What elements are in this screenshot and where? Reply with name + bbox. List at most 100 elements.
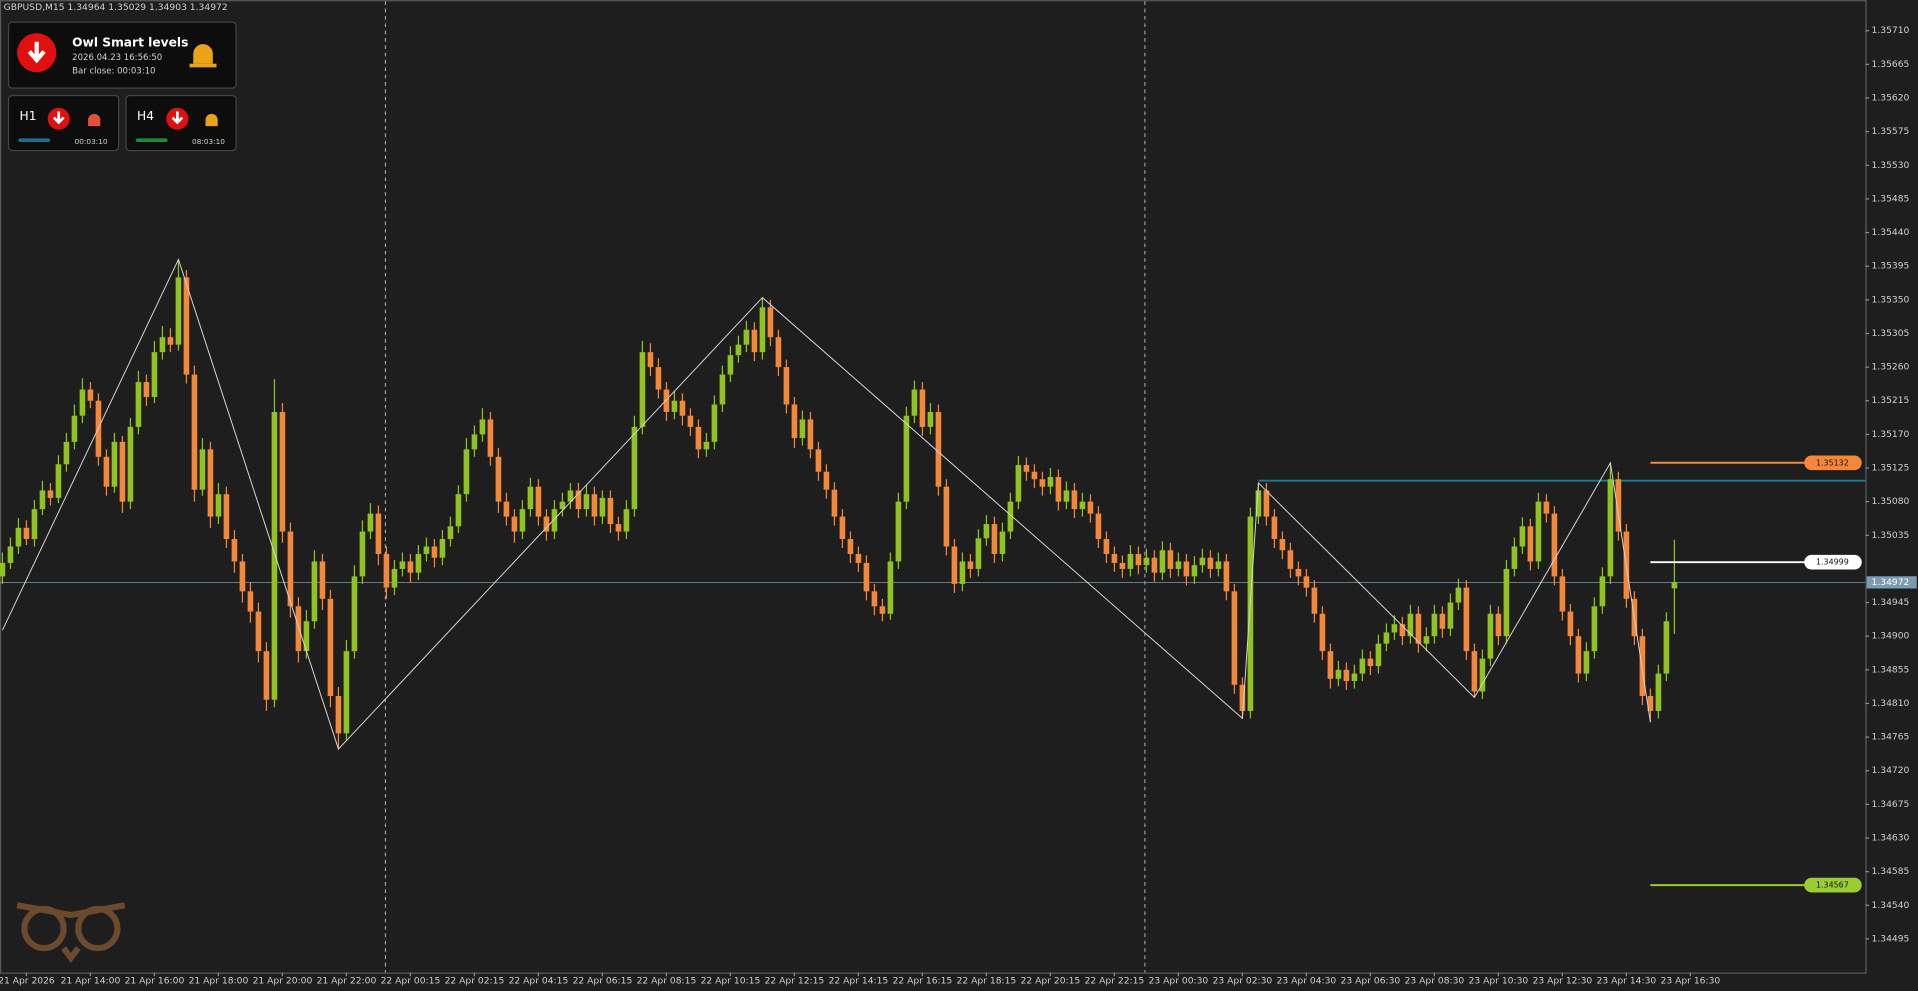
x-tick-label: 22 Apr 12:15 — [765, 976, 825, 987]
candle-body — [1175, 561, 1182, 569]
candle-body — [1135, 553, 1142, 566]
y-tick-label: 1.34720 — [1872, 765, 1910, 776]
y-tick-label: 1.35305 — [1872, 328, 1910, 339]
x-tick-label: 23 Apr 12:30 — [1533, 976, 1593, 987]
candle-body — [927, 411, 934, 427]
candle-body — [639, 352, 646, 427]
tf-arrow — [171, 111, 184, 125]
candle-body — [351, 576, 358, 652]
candle-body — [551, 509, 558, 532]
candle-body — [55, 464, 62, 498]
candle-body — [607, 497, 614, 525]
candle-body — [767, 307, 774, 338]
candle-body — [991, 524, 998, 554]
candle-body — [263, 651, 270, 700]
y-tick-label: 1.35710 — [1872, 25, 1910, 36]
candle-body — [1431, 613, 1438, 637]
level-label-box — [1804, 554, 1862, 570]
candle-body — [407, 561, 414, 573]
level-label: 1.34999 — [1816, 558, 1849, 567]
candle-body — [879, 606, 886, 614]
candle-body — [1095, 513, 1102, 540]
candle-body — [199, 449, 206, 490]
candle-body — [71, 415, 78, 442]
candle-body — [1335, 669, 1342, 679]
y-tick-label: 1.35215 — [1872, 395, 1910, 406]
zigzag-line — [2, 258, 1651, 750]
candle-body — [975, 538, 982, 569]
candle-body — [647, 352, 654, 368]
symbol-info: GBPUSD,M15 1.34964 1.35029 1.34903 1.349… — [4, 2, 228, 13]
candle-body — [935, 411, 942, 487]
candle-body — [663, 389, 670, 412]
x-tick-label: 22 Apr 22:15 — [1085, 976, 1145, 987]
candle-body — [855, 553, 862, 563]
candle-body — [1655, 673, 1662, 711]
x-tick-label: 22 Apr 10:15 — [701, 976, 761, 987]
candle-body — [159, 337, 166, 353]
level-label-box — [1804, 455, 1862, 471]
plot: 1.35132 1.34999 1.34567 — [0, 258, 1866, 893]
candle-body — [1407, 613, 1414, 637]
candle-body — [727, 355, 734, 375]
candle-body — [1367, 658, 1374, 667]
candle-body — [1079, 501, 1086, 510]
candle-body — [1119, 562, 1126, 569]
candle-body — [1103, 539, 1110, 554]
panel-bar-close: Bar close: 00:03:10 — [72, 67, 155, 77]
candle-body — [447, 526, 454, 540]
candle-body — [1447, 602, 1454, 629]
candle-body — [1111, 553, 1118, 563]
candle-body — [751, 329, 758, 353]
x-tick-label: 21 Apr 20:00 — [253, 976, 313, 987]
candle-body — [1087, 501, 1094, 514]
candle-body — [559, 501, 566, 510]
candle-body — [191, 374, 198, 490]
candle-body — [319, 561, 326, 599]
y-tick-label: 1.35440 — [1872, 227, 1910, 238]
panel-box — [7, 21, 237, 89]
candle-body — [431, 546, 438, 558]
candle-body — [1391, 624, 1398, 633]
x-tick-label: 21 Apr 2026 — [0, 976, 55, 987]
candle-body — [127, 426, 134, 502]
candle-body — [175, 277, 182, 345]
candle-body — [1591, 606, 1598, 652]
candle-body — [847, 539, 854, 554]
candle-body — [1287, 550, 1294, 569]
x-tick-label: 23 Apr 02:30 — [1213, 976, 1273, 987]
candle-body — [31, 509, 38, 540]
y-tick-label: 1.35080 — [1872, 496, 1910, 507]
candle-body — [1159, 550, 1166, 573]
candle-body — [759, 307, 766, 353]
candle-body — [87, 389, 94, 401]
candle-body — [783, 367, 790, 405]
y-tick-label: 1.34495 — [1872, 933, 1910, 944]
current-price-box — [1866, 576, 1917, 589]
candle-body — [487, 419, 494, 457]
candle-body — [1671, 582, 1678, 589]
x-tick-label: 22 Apr 08:15 — [637, 976, 697, 987]
candle-body — [399, 561, 406, 569]
candle-body — [1359, 658, 1366, 674]
candle-body — [1247, 516, 1254, 711]
candle-body — [1223, 561, 1230, 592]
candle-body — [839, 516, 846, 540]
x-tick-label: 22 Apr 16:15 — [893, 976, 953, 987]
candle-body — [831, 489, 838, 517]
candle-body — [63, 441, 70, 465]
candle-body — [1279, 539, 1286, 551]
candle-body — [1495, 613, 1502, 637]
y-tick-label: 1.34630 — [1872, 833, 1910, 844]
candle-body — [1263, 490, 1270, 517]
candle-body — [863, 562, 870, 592]
candle-body — [631, 426, 638, 510]
candle-body — [1255, 490, 1262, 517]
candle-body — [1663, 621, 1670, 674]
candle-body — [0, 562, 6, 577]
candle-body — [615, 524, 622, 532]
candle-body — [1007, 501, 1014, 532]
y-tick-label: 1.34585 — [1872, 866, 1910, 877]
candle-body — [207, 449, 214, 517]
candle-body — [239, 561, 246, 592]
